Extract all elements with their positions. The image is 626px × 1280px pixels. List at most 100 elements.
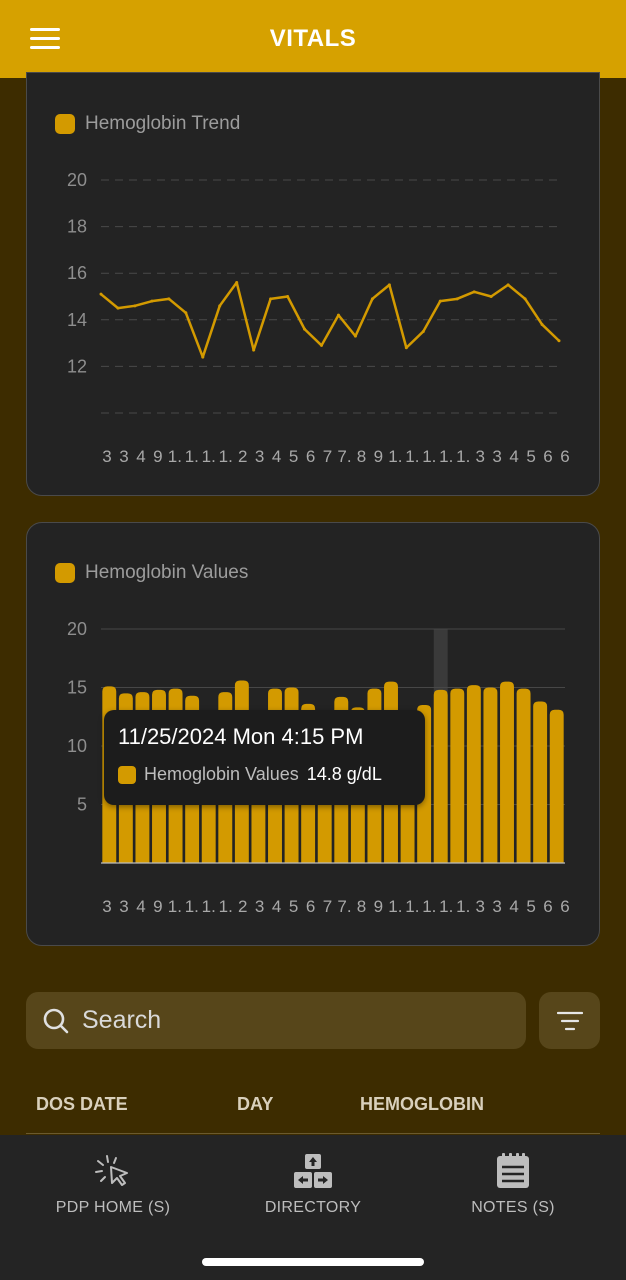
x-tick-label: 5 [289, 897, 298, 916]
x-tick-label: 1. [439, 897, 453, 916]
x-tick-label: 9 [153, 447, 162, 466]
x-tick-label: 1. [422, 897, 436, 916]
trend-point [387, 283, 391, 287]
x-tick-label: 3 [492, 897, 501, 916]
table-header-divider [26, 1133, 600, 1134]
nav-pdp-home[interactable]: PDP HOME (S) [13, 1153, 213, 1217]
trend-point [184, 311, 188, 315]
trend-point [218, 304, 222, 308]
x-tick-label: 6 [543, 897, 552, 916]
bar [466, 685, 481, 863]
trend-point [489, 295, 493, 298]
x-tick-label: 9 [153, 897, 162, 916]
y-tick-label: 14 [67, 310, 87, 330]
legend-label: Hemoglobin Values [85, 562, 249, 583]
trend-point [523, 297, 527, 301]
column-header-day[interactable]: DAY [237, 1094, 274, 1114]
x-tick-label: 4 [272, 897, 281, 916]
search-input[interactable] [82, 1006, 482, 1035]
bar [433, 689, 448, 863]
y-tick-label: 20 [67, 619, 87, 639]
x-tick-label: 5 [289, 447, 298, 466]
filter-icon [556, 1011, 583, 1030]
x-tick-label: 6 [560, 447, 569, 466]
trend-point [269, 297, 273, 301]
tooltip-date: 11/25/2024 Mon 4:15 PM [118, 724, 364, 749]
nav-label: DIRECTORY [264, 1199, 362, 1216]
x-tick-label: 3 [492, 447, 501, 466]
trend-point [235, 281, 239, 285]
x-tick-label: 1. [388, 897, 402, 916]
x-tick-label: 3 [102, 447, 111, 466]
x-tick-label: 6 [560, 897, 569, 916]
trend-point [286, 295, 290, 298]
trend-point [201, 355, 205, 359]
trend-point [150, 299, 154, 303]
x-tick-label: 4 [509, 897, 518, 916]
x-tick-label: 2 [238, 447, 247, 466]
x-tick-label: 4 [272, 447, 281, 466]
x-tick-label: 1. [456, 447, 470, 466]
trend-point [404, 346, 408, 350]
tooltip-swatch [118, 765, 136, 784]
x-tick-label: 8 [357, 897, 366, 916]
x-tick-label: 1. [168, 447, 182, 466]
bar [549, 709, 564, 863]
trend-legend[interactable]: Hemoglobin Trend [55, 113, 240, 135]
x-tick-label: 7. [337, 897, 351, 916]
trend-point [472, 290, 476, 294]
x-tick-label: 1. [405, 447, 419, 466]
x-tick-label: 1. [405, 897, 419, 916]
x-tick-label: 1. [219, 447, 233, 466]
x-tick-label: 1. [185, 897, 199, 916]
column-header-hemoglobin[interactable]: HEMOGLOBIN [360, 1094, 484, 1114]
y-tick-label: 20 [67, 170, 87, 190]
nav-label: NOTES (S) [471, 1199, 555, 1216]
hemoglobin-trend-card: Hemoglobin Trend 20 18 16 14 12 3 3 4 9 1. 1. 1. 1. 2… [26, 72, 600, 496]
x-tick-label: 1. [185, 447, 199, 466]
page-title: VITALS [269, 25, 357, 52]
search-bar[interactable] [26, 992, 526, 1049]
legend-swatch [55, 114, 75, 134]
x-tick-label: 1. [219, 897, 233, 916]
nav-notes[interactable]: NOTES (S) [413, 1153, 613, 1217]
x-tick-label: 3 [119, 447, 128, 466]
trend-point [133, 304, 137, 308]
y-tick-label: 12 [67, 356, 87, 376]
trend-point [353, 334, 357, 338]
values-legend[interactable]: Hemoglobin Values [55, 562, 248, 584]
bar [483, 687, 498, 863]
filter-button[interactable] [539, 992, 600, 1049]
x-tick-label: 6 [543, 447, 552, 466]
nav-directory[interactable]: DIRECTORY [213, 1153, 413, 1217]
x-tick-label: 5 [526, 897, 535, 916]
x-tick-label: 6 [306, 447, 315, 466]
pointer-click-icon [95, 1155, 128, 1186]
x-tick-label: 1. [202, 897, 216, 916]
x-tick-label: 6 [306, 897, 315, 916]
x-tick-label: 7 [323, 897, 332, 916]
nav-label: PDP HOME (S) [55, 1199, 171, 1216]
hamburger-menu-icon[interactable] [30, 28, 62, 50]
trend-point [455, 297, 459, 301]
trend-point [167, 297, 171, 301]
tooltip-value: 14.8 g/dL [306, 764, 382, 784]
x-tick-label: 1. [388, 447, 402, 466]
trend-point [557, 339, 561, 343]
tooltip-series: Hemoglobin Values [144, 764, 299, 784]
x-tick-label: 4 [136, 897, 145, 916]
trend-point [252, 348, 256, 352]
x-tick-label: 2 [238, 897, 247, 916]
legend-swatch [55, 563, 75, 583]
x-tick-label: 9 [374, 447, 383, 466]
trend-point [370, 297, 374, 301]
x-tick-label: 3 [255, 897, 264, 916]
column-header-dos-date[interactable]: DOS DATE [36, 1094, 128, 1114]
trend-point [336, 313, 340, 317]
x-tick-label: 3 [255, 447, 264, 466]
x-tick-label: 7. [337, 447, 351, 466]
directory-arrows-icon [294, 1154, 332, 1188]
bar [500, 681, 514, 863]
legend-label: Hemoglobin Trend [85, 113, 241, 134]
